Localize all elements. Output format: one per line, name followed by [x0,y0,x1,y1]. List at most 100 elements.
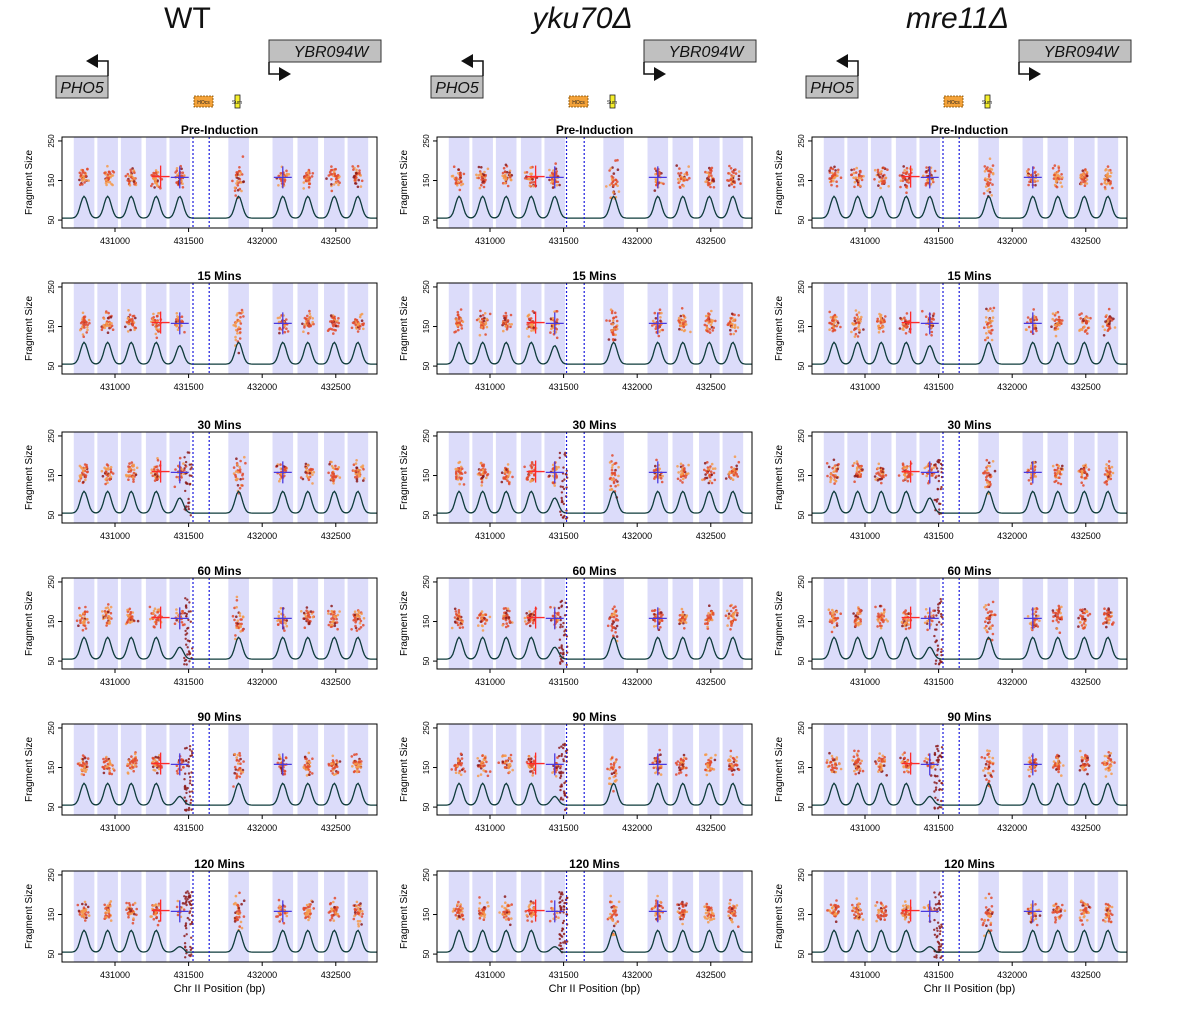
data-point [127,180,131,183]
data-point [175,608,178,611]
data-point [355,770,359,774]
data-point [128,607,132,611]
data-point [558,646,561,649]
data-point [311,900,314,904]
data-point [685,766,688,770]
data-point [331,767,335,770]
data-point [304,462,308,466]
data-point [450,626,454,630]
data-point [486,473,490,476]
y-tick-label: 50 [422,510,431,519]
y-tick-label: 150 [422,319,431,333]
data-point [189,910,192,913]
data-point [560,645,563,648]
data-point [561,899,564,902]
data-point [276,623,280,626]
data-point [360,319,364,323]
data-point [531,178,534,181]
arrowhead-left-icon [461,54,473,68]
data-point [925,166,928,169]
data-point [303,326,306,329]
data-point [239,459,242,463]
data-point [307,332,310,335]
data-point [507,912,511,916]
data-point [360,915,364,918]
data-point [242,315,245,318]
data-point [279,174,283,177]
data-point [565,896,569,900]
data-point [125,908,128,911]
data-point [278,618,282,622]
data-point [303,763,307,767]
nucleosome-band [324,137,345,228]
data-point [660,480,664,484]
data-point [504,918,508,921]
data-point [529,323,533,327]
data-point [678,167,681,170]
data-point [105,324,108,328]
data-point [458,188,462,192]
data-point [360,910,364,913]
data-point [312,470,316,474]
data-point [127,320,131,323]
data-point [459,477,463,480]
data-point [836,174,839,177]
data-point [283,905,287,908]
data-point [703,468,706,472]
data-point [305,606,309,609]
data-point [81,621,84,624]
data-point [682,469,686,473]
x-tick-label: 432500 [696,677,726,687]
data-point [505,328,509,331]
gene-arrow-right [268,62,283,75]
data-point [187,806,191,810]
y-tick-label: 250 [422,134,431,148]
data-point [563,744,566,747]
y-axis-label: Fragment Size [24,737,35,802]
data-point [505,314,508,318]
data-point [109,475,113,479]
data-point [532,184,535,188]
gene-label-left: PHO5 [60,80,104,97]
data-point [188,660,191,663]
data-point [238,751,241,755]
x-tick-label: 431500 [174,236,204,246]
occupancy-line [62,195,377,219]
data-point [83,473,86,476]
data-point [100,328,104,332]
x-axis-label: Chr II Position (bp) [549,983,641,995]
data-point [327,612,330,615]
data-point [306,618,310,621]
x-tick-label: 432000 [622,677,652,687]
data-point [175,312,179,315]
data-point [729,328,732,332]
data-point [710,911,714,915]
data-point [902,171,905,175]
data-point [236,622,239,625]
data-point [180,315,184,319]
data-point [902,176,906,180]
data-point [84,478,87,482]
data-point [240,618,243,621]
data-point [558,891,561,894]
data-point [616,483,620,487]
data-point [183,174,186,177]
data-point [612,184,615,187]
data-point [553,484,556,487]
data-point [839,176,843,179]
x-tick-label: 432500 [321,677,351,687]
data-point [239,171,243,174]
data-point [277,753,281,757]
data-point [557,613,560,617]
data-point [481,475,485,479]
data-point [353,613,357,617]
data-point [330,914,334,917]
data-point [184,464,187,467]
data-point [327,623,331,627]
data-point [329,625,333,628]
data-point [79,619,82,622]
data-point [854,171,858,174]
x-tick-label: 431500 [174,382,204,392]
data-point [483,906,486,909]
data-point [311,473,314,477]
